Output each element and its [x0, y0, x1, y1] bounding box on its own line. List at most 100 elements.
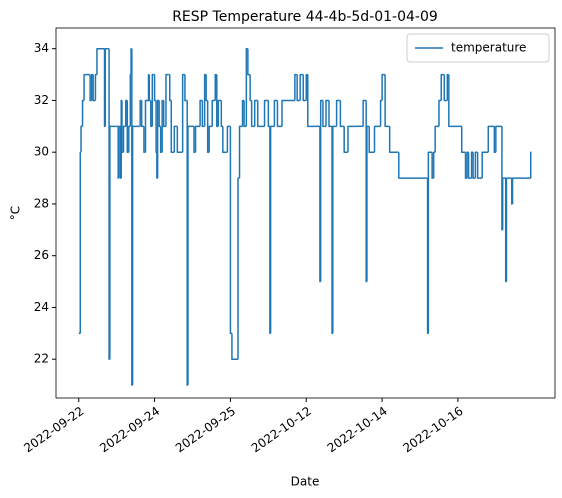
line-step — [216, 74, 219, 128]
line-step — [322, 100, 326, 128]
line-step — [474, 151, 478, 179]
line-step — [208, 125, 213, 153]
line-step — [222, 126, 228, 153]
line-step — [476, 152, 483, 179]
line-step — [388, 126, 398, 153]
line-step — [211, 99, 216, 127]
line-step — [307, 74, 316, 128]
line-step — [332, 125, 337, 334]
x-axis-label: Date — [291, 475, 320, 489]
line-step — [80, 125, 83, 153]
line-step — [122, 125, 126, 153]
line-step — [467, 152, 472, 179]
line-step — [184, 74, 188, 102]
line-step — [379, 99, 383, 127]
line-step — [487, 125, 493, 153]
line-step — [443, 74, 448, 102]
line-step — [226, 125, 231, 153]
line-step — [446, 73, 449, 101]
line-step — [373, 125, 381, 153]
line-step — [495, 125, 502, 153]
line-step — [493, 126, 496, 153]
line-step — [299, 73, 304, 101]
line-step — [131, 125, 140, 386]
line-step — [305, 73, 308, 101]
line-step — [434, 125, 439, 153]
line-step — [159, 126, 163, 153]
line-step — [231, 333, 239, 360]
line-step — [181, 73, 185, 153]
line-step — [281, 99, 295, 127]
y-tick-label: 30 — [34, 145, 49, 159]
line-step — [501, 177, 506, 230]
line-step — [253, 99, 258, 127]
line-step — [237, 177, 240, 360]
line-step — [267, 100, 270, 128]
x-tick-label: 2022-10-16 — [400, 404, 465, 455]
line-step — [384, 74, 390, 128]
line-step — [263, 99, 269, 127]
line-step — [144, 99, 149, 153]
line-step — [362, 99, 367, 127]
line-step — [464, 152, 468, 179]
line-step — [108, 48, 110, 360]
line-step — [245, 47, 248, 127]
y-axis-label: °C — [9, 206, 23, 220]
line-step — [103, 48, 106, 128]
line-step — [148, 74, 151, 102]
line-step — [119, 126, 122, 179]
line-step — [366, 125, 370, 282]
line-step — [481, 151, 489, 179]
line-step — [276, 100, 282, 128]
line-step — [438, 99, 442, 127]
y-tick-label: 28 — [34, 196, 49, 210]
line-step — [335, 99, 341, 127]
chart-title: RESP Temperature 44-4b-5d-01-04-09 — [172, 9, 438, 25]
line-step — [229, 126, 232, 335]
y-tick-label: 26 — [34, 248, 49, 262]
line-step — [217, 99, 222, 127]
line-step — [294, 73, 298, 101]
line-step — [126, 100, 129, 153]
line-step — [150, 100, 153, 128]
line-step — [302, 74, 307, 102]
line-step — [96, 47, 105, 75]
line-step — [269, 126, 271, 335]
line-step — [199, 99, 203, 127]
line-step — [505, 177, 512, 282]
line-step — [325, 99, 330, 127]
line-step — [511, 177, 531, 204]
line-step — [128, 125, 131, 153]
line-step — [155, 100, 157, 153]
line-step — [448, 74, 460, 128]
line-step — [381, 73, 386, 101]
line-step — [104, 47, 108, 127]
line-step — [296, 74, 301, 102]
line-step — [153, 74, 157, 102]
line-step — [89, 74, 92, 102]
y-tick-label: 32 — [34, 93, 49, 107]
line-step — [151, 73, 155, 127]
line-step — [343, 126, 348, 153]
line-step — [193, 126, 196, 153]
line-step — [94, 73, 97, 101]
line-step — [158, 100, 161, 128]
line-step — [328, 100, 333, 128]
x-tick-label: 2022-10-12 — [249, 404, 314, 455]
line-step — [250, 100, 255, 128]
x-tick-label: 2022-10-14 — [325, 404, 390, 455]
line-step — [169, 74, 172, 102]
line-step — [203, 73, 207, 127]
line-step — [243, 100, 247, 128]
line-step — [247, 48, 251, 76]
line-step — [214, 73, 217, 101]
line-step — [238, 125, 243, 179]
line-step — [130, 47, 132, 75]
plot-frame — [55, 27, 556, 399]
line-step — [79, 151, 82, 334]
line-step — [121, 100, 124, 153]
line-step — [187, 125, 193, 386]
line-step — [347, 125, 355, 153]
line-step — [426, 178, 429, 335]
